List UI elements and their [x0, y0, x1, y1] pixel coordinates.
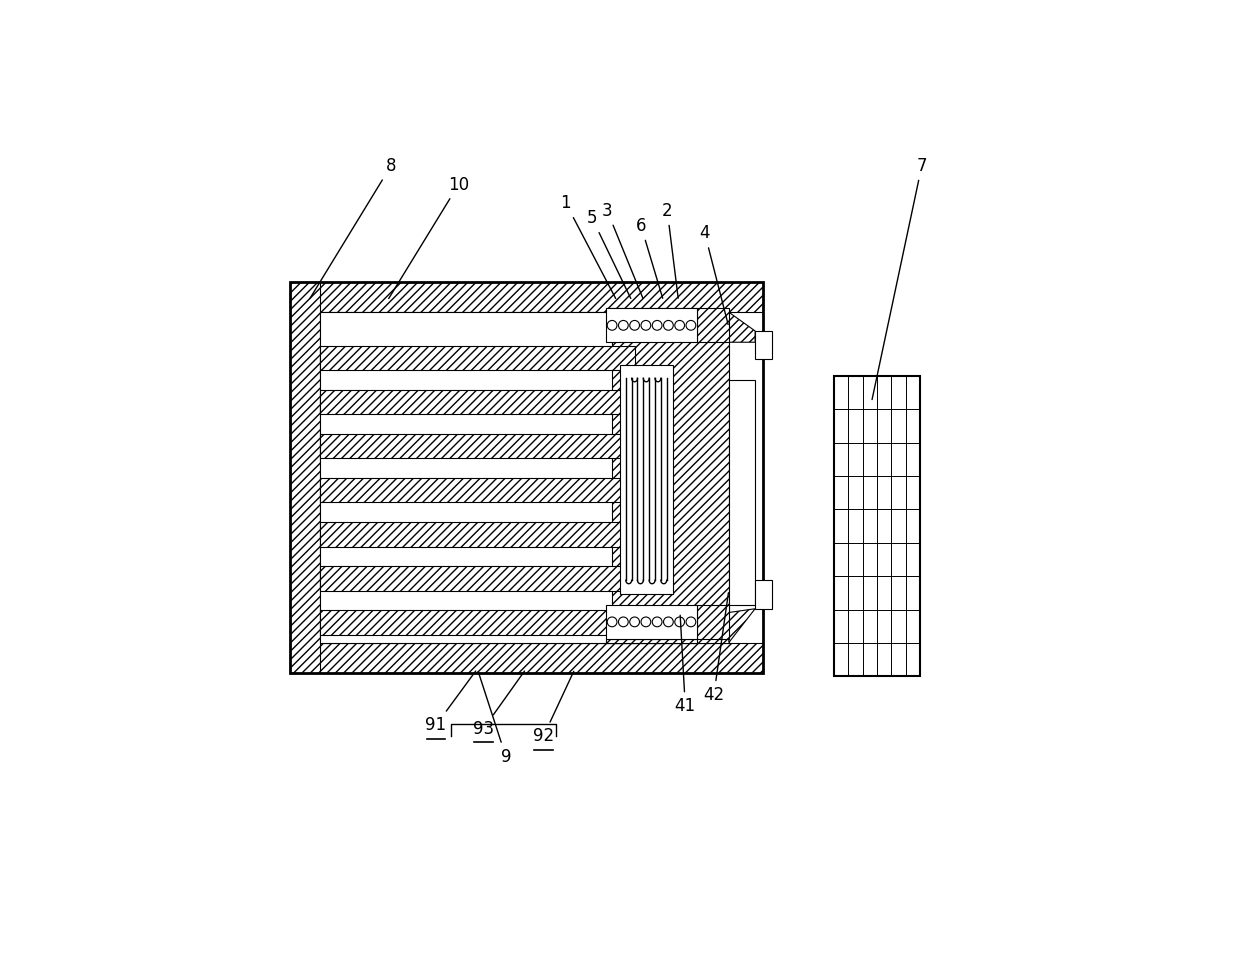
Polygon shape: [606, 639, 696, 643]
Text: 4: 4: [700, 224, 729, 325]
Polygon shape: [606, 604, 696, 639]
Polygon shape: [320, 434, 634, 458]
Polygon shape: [290, 282, 320, 673]
Polygon shape: [696, 604, 729, 639]
Text: 8: 8: [310, 157, 396, 298]
Text: 92: 92: [533, 672, 574, 745]
Polygon shape: [729, 608, 755, 643]
Text: 2: 2: [662, 202, 678, 298]
Text: 10: 10: [389, 176, 470, 298]
Polygon shape: [320, 479, 634, 502]
Polygon shape: [290, 282, 763, 312]
Polygon shape: [620, 365, 673, 594]
Polygon shape: [320, 610, 634, 635]
Polygon shape: [320, 566, 634, 591]
Polygon shape: [612, 312, 729, 643]
Text: 93: 93: [473, 671, 524, 738]
Polygon shape: [290, 643, 763, 673]
Polygon shape: [320, 390, 634, 414]
Polygon shape: [755, 580, 772, 608]
Polygon shape: [320, 346, 634, 370]
Polygon shape: [696, 308, 729, 342]
Text: 7: 7: [872, 157, 927, 400]
Text: 3: 3: [602, 202, 643, 298]
Polygon shape: [320, 312, 634, 643]
Text: 41: 41: [675, 615, 696, 716]
Polygon shape: [729, 380, 755, 604]
Polygon shape: [729, 312, 755, 342]
Polygon shape: [320, 523, 634, 547]
Polygon shape: [606, 308, 696, 342]
Text: 5: 5: [587, 210, 631, 298]
Text: 1: 1: [560, 194, 616, 298]
Text: 6: 6: [636, 216, 663, 298]
Polygon shape: [834, 376, 921, 677]
Polygon shape: [606, 308, 696, 312]
Text: 9: 9: [478, 672, 512, 765]
Text: 42: 42: [704, 593, 729, 704]
Text: 91: 91: [425, 671, 476, 734]
Polygon shape: [755, 331, 772, 360]
